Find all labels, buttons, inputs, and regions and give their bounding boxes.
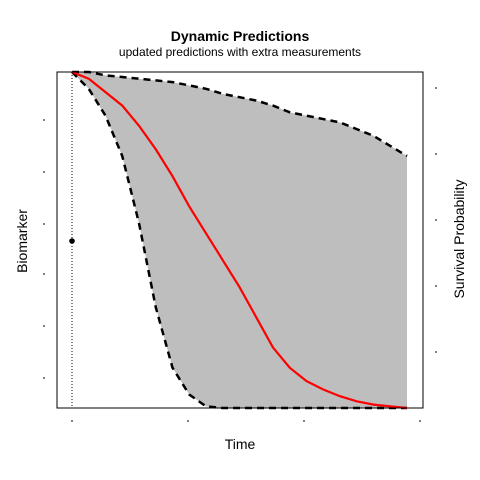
upper-bound-line [72,70,408,158]
confidence-band [72,72,407,408]
x-axis-label: Time [224,436,256,452]
biomarker-point [69,238,75,244]
chart-subtitle: updated predictions with extra measureme… [118,45,362,59]
chart-title: Dynamic Predictions [170,28,310,44]
plot-frame [56,71,424,409]
survival-mean-line [71,70,408,410]
